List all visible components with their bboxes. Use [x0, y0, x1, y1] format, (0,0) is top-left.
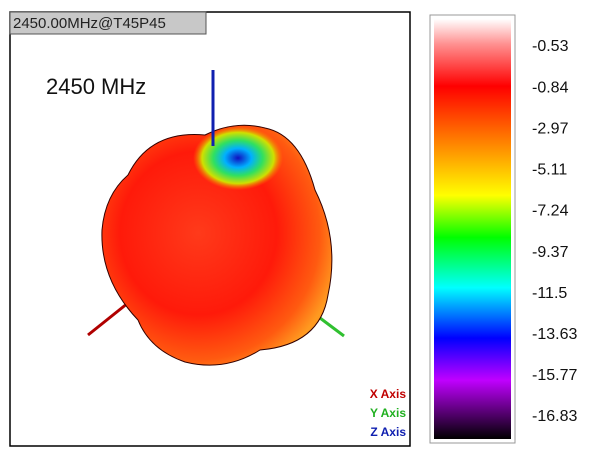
window-label: 2450.00MHz@T45P45: [13, 15, 166, 32]
axis-legend-entry: Z Axis: [370, 425, 406, 439]
pattern-null: [193, 126, 283, 190]
colorbar-label: -16.83: [532, 408, 577, 425]
window-label-box: [9, 11, 207, 35]
colorbar-label: -5.11: [532, 162, 567, 179]
colorbar-label: -13.63: [532, 326, 577, 343]
axis-legend-entry: Y Axis: [370, 406, 406, 420]
annotation: 2450 MHz: [46, 74, 146, 99]
colorbar-label: -0.53: [532, 38, 569, 55]
colorbar-labels: -0.53 -0.84 -2.97 -5.11 -7.24 -9.37 -11.5 -13.6…: [532, 38, 577, 425]
colorbar-label: -2.97: [532, 120, 569, 137]
radiation-pattern: [101, 124, 333, 366]
colorbar-label: -9.37: [532, 244, 569, 261]
colorbar-label: -0.84: [532, 79, 569, 96]
colorbar-label: -11.5: [532, 285, 567, 302]
colorbar: [434, 19, 511, 439]
colorbar-label: -7.24: [532, 203, 569, 220]
colorbar-label: -15.77: [532, 367, 577, 384]
axis-legend-entry: X Axis: [370, 387, 407, 401]
x-axis-line: [87, 301, 129, 337]
